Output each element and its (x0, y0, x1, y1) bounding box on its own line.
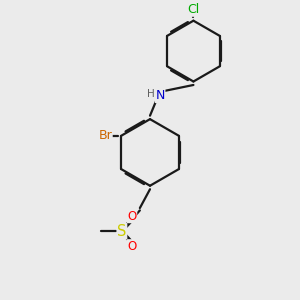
Text: N: N (155, 89, 165, 103)
Text: S: S (117, 224, 127, 239)
Text: H: H (147, 89, 154, 99)
Text: Br: Br (98, 129, 112, 142)
Text: O: O (128, 240, 137, 253)
Text: O: O (128, 210, 137, 223)
Text: Cl: Cl (187, 3, 200, 16)
